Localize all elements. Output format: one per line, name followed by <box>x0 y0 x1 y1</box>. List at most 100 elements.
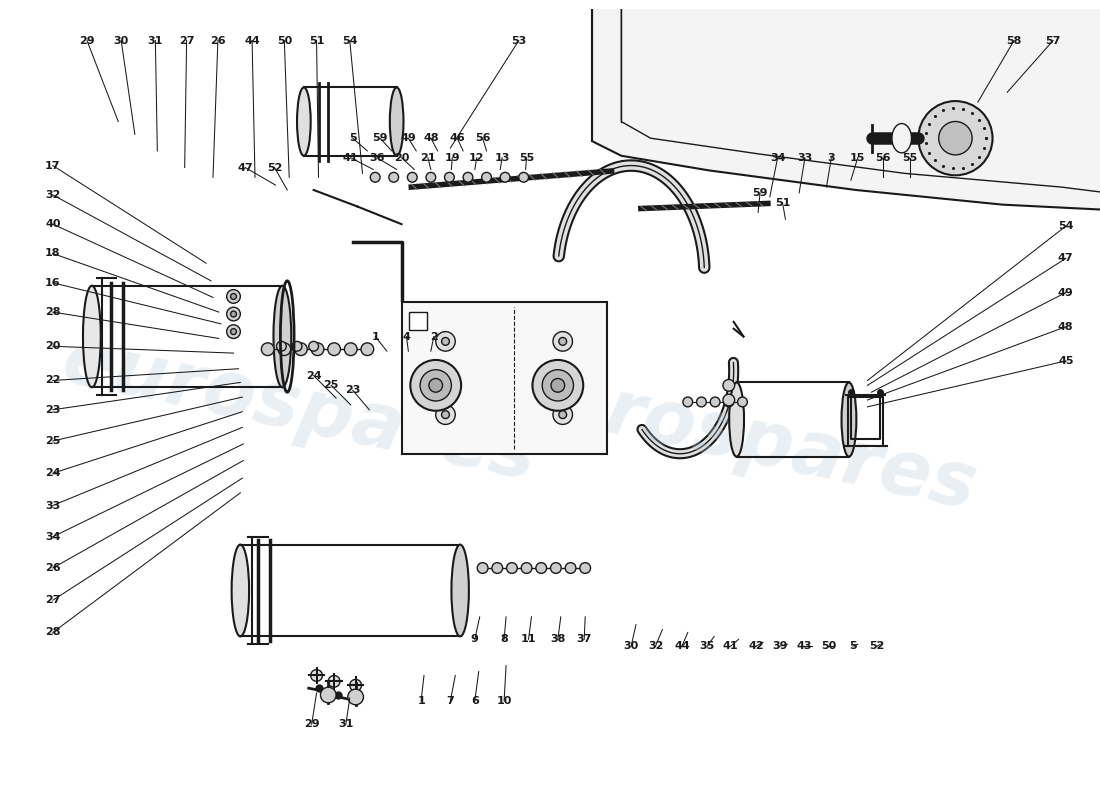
Ellipse shape <box>842 382 857 457</box>
Text: 24: 24 <box>45 468 60 478</box>
Circle shape <box>262 343 274 355</box>
Circle shape <box>420 370 451 401</box>
Polygon shape <box>592 10 1100 210</box>
Circle shape <box>328 675 340 687</box>
Circle shape <box>723 394 735 406</box>
Text: 13: 13 <box>495 153 509 162</box>
Circle shape <box>278 343 290 355</box>
Text: 5: 5 <box>349 133 356 143</box>
Circle shape <box>492 562 503 574</box>
Text: 3: 3 <box>827 153 835 162</box>
Text: 30: 30 <box>624 641 639 651</box>
Text: 17: 17 <box>45 161 60 170</box>
Text: 53: 53 <box>512 35 527 46</box>
Ellipse shape <box>451 545 469 637</box>
Text: 31: 31 <box>338 719 353 730</box>
Text: 45: 45 <box>1058 356 1074 366</box>
Circle shape <box>309 342 319 351</box>
Text: 30: 30 <box>113 35 129 46</box>
Text: 16: 16 <box>45 278 60 288</box>
Circle shape <box>532 360 583 410</box>
Text: 22: 22 <box>45 375 60 386</box>
Text: 41: 41 <box>723 641 738 651</box>
Bar <box>402 302 607 454</box>
Text: 20: 20 <box>45 342 60 351</box>
Text: 52: 52 <box>267 162 283 173</box>
Text: 9: 9 <box>471 634 478 644</box>
Circle shape <box>328 343 341 355</box>
Circle shape <box>227 290 241 303</box>
Text: 58: 58 <box>1006 35 1022 46</box>
Text: 31: 31 <box>147 35 163 46</box>
Circle shape <box>344 343 358 355</box>
Text: eurospares: eurospares <box>495 353 982 526</box>
Ellipse shape <box>232 545 249 637</box>
Circle shape <box>724 397 734 407</box>
Text: 52: 52 <box>870 641 886 651</box>
Text: 35: 35 <box>700 641 715 651</box>
Text: 56: 56 <box>475 133 491 143</box>
Circle shape <box>553 405 572 425</box>
Text: 7: 7 <box>447 696 454 706</box>
Text: 6: 6 <box>471 696 478 706</box>
Text: 32: 32 <box>45 190 60 200</box>
Text: 54: 54 <box>1058 221 1074 231</box>
Text: 23: 23 <box>345 386 361 395</box>
Circle shape <box>500 172 510 182</box>
Ellipse shape <box>389 87 404 156</box>
Text: 4: 4 <box>403 331 410 342</box>
Circle shape <box>463 172 473 182</box>
Circle shape <box>350 679 362 691</box>
Circle shape <box>231 294 236 299</box>
Text: 25: 25 <box>323 380 339 390</box>
Text: 49: 49 <box>400 133 416 143</box>
Text: 1: 1 <box>372 331 379 342</box>
Circle shape <box>231 311 236 317</box>
Text: 24: 24 <box>306 370 321 381</box>
Circle shape <box>311 343 323 355</box>
Text: 47: 47 <box>1058 254 1074 263</box>
Circle shape <box>227 325 241 338</box>
Ellipse shape <box>274 286 292 387</box>
Text: 44: 44 <box>674 641 690 651</box>
Ellipse shape <box>892 123 912 153</box>
Circle shape <box>711 397 720 407</box>
Text: 49: 49 <box>1058 287 1074 298</box>
Text: 55: 55 <box>902 153 917 162</box>
Circle shape <box>542 370 573 401</box>
Circle shape <box>429 378 442 392</box>
Text: 55: 55 <box>519 153 535 162</box>
Text: 26: 26 <box>45 563 60 573</box>
Text: 12: 12 <box>469 153 484 162</box>
Text: 44: 44 <box>244 35 260 46</box>
Text: 56: 56 <box>876 153 891 162</box>
Text: 36: 36 <box>370 153 385 162</box>
Ellipse shape <box>729 382 744 457</box>
Text: 54: 54 <box>342 35 358 46</box>
Circle shape <box>683 397 693 407</box>
Circle shape <box>565 562 576 574</box>
Text: 40: 40 <box>45 219 60 229</box>
Text: 25: 25 <box>45 436 60 446</box>
Text: 38: 38 <box>550 634 565 644</box>
Text: 34: 34 <box>770 153 785 162</box>
Circle shape <box>441 338 450 346</box>
Circle shape <box>410 360 461 410</box>
Circle shape <box>407 172 417 182</box>
Text: 48: 48 <box>424 133 439 143</box>
Text: 51: 51 <box>774 198 790 208</box>
Text: 33: 33 <box>45 501 60 510</box>
Circle shape <box>559 410 566 418</box>
Text: 33: 33 <box>798 153 813 162</box>
Circle shape <box>361 343 374 355</box>
Circle shape <box>536 562 547 574</box>
Circle shape <box>227 307 241 321</box>
Text: 18: 18 <box>45 249 60 258</box>
Text: 29: 29 <box>304 719 319 730</box>
Text: 27: 27 <box>45 595 60 606</box>
Ellipse shape <box>297 87 310 156</box>
Text: 1: 1 <box>417 696 425 706</box>
Circle shape <box>559 338 566 346</box>
Circle shape <box>426 172 436 182</box>
Text: 15: 15 <box>850 153 866 162</box>
